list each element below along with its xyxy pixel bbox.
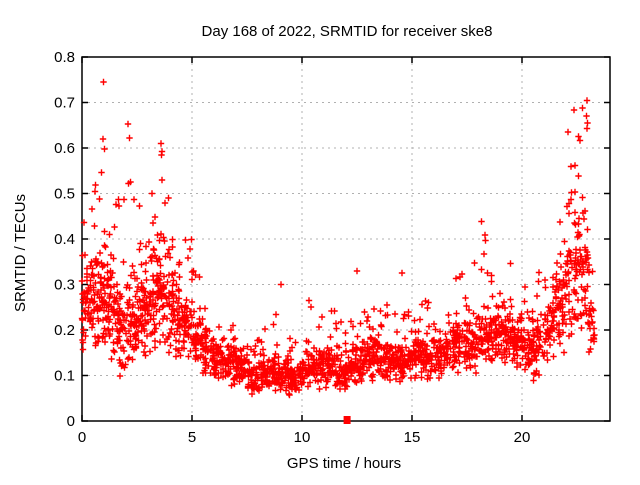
x-axis-label: GPS time / hours	[287, 455, 401, 472]
svg-text:0.5: 0.5	[54, 186, 75, 203]
chart-title: Day 168 of 2022, SRMTID for receiver ske…	[202, 23, 493, 40]
data-points	[78, 78, 598, 424]
y-axis-label: SRMTID / TECUs	[12, 194, 29, 312]
svg-text:0.8: 0.8	[54, 49, 75, 66]
svg-text:20: 20	[514, 429, 531, 446]
svg-text:0.2: 0.2	[54, 322, 75, 339]
svg-text:0.6: 0.6	[54, 140, 75, 157]
svg-text:0.7: 0.7	[54, 95, 75, 112]
svg-text:0.4: 0.4	[54, 231, 75, 248]
scatter-points-path	[78, 78, 598, 399]
svg-text:15: 15	[404, 429, 421, 446]
svg-text:10: 10	[294, 429, 311, 446]
svg-text:0.1: 0.1	[54, 368, 75, 385]
svg-text:0: 0	[67, 413, 75, 430]
svg-text:0: 0	[78, 429, 86, 446]
svg-text:0.3: 0.3	[54, 277, 75, 294]
gridlines	[82, 57, 610, 421]
zero-value-square-marker	[343, 416, 351, 424]
tick-labels: 0 5 10 15 20 0 0.1 0.2 0.3 0.4 0.5 0.6 0.7 0.8	[54, 49, 530, 446]
svg-text:5: 5	[188, 429, 196, 446]
